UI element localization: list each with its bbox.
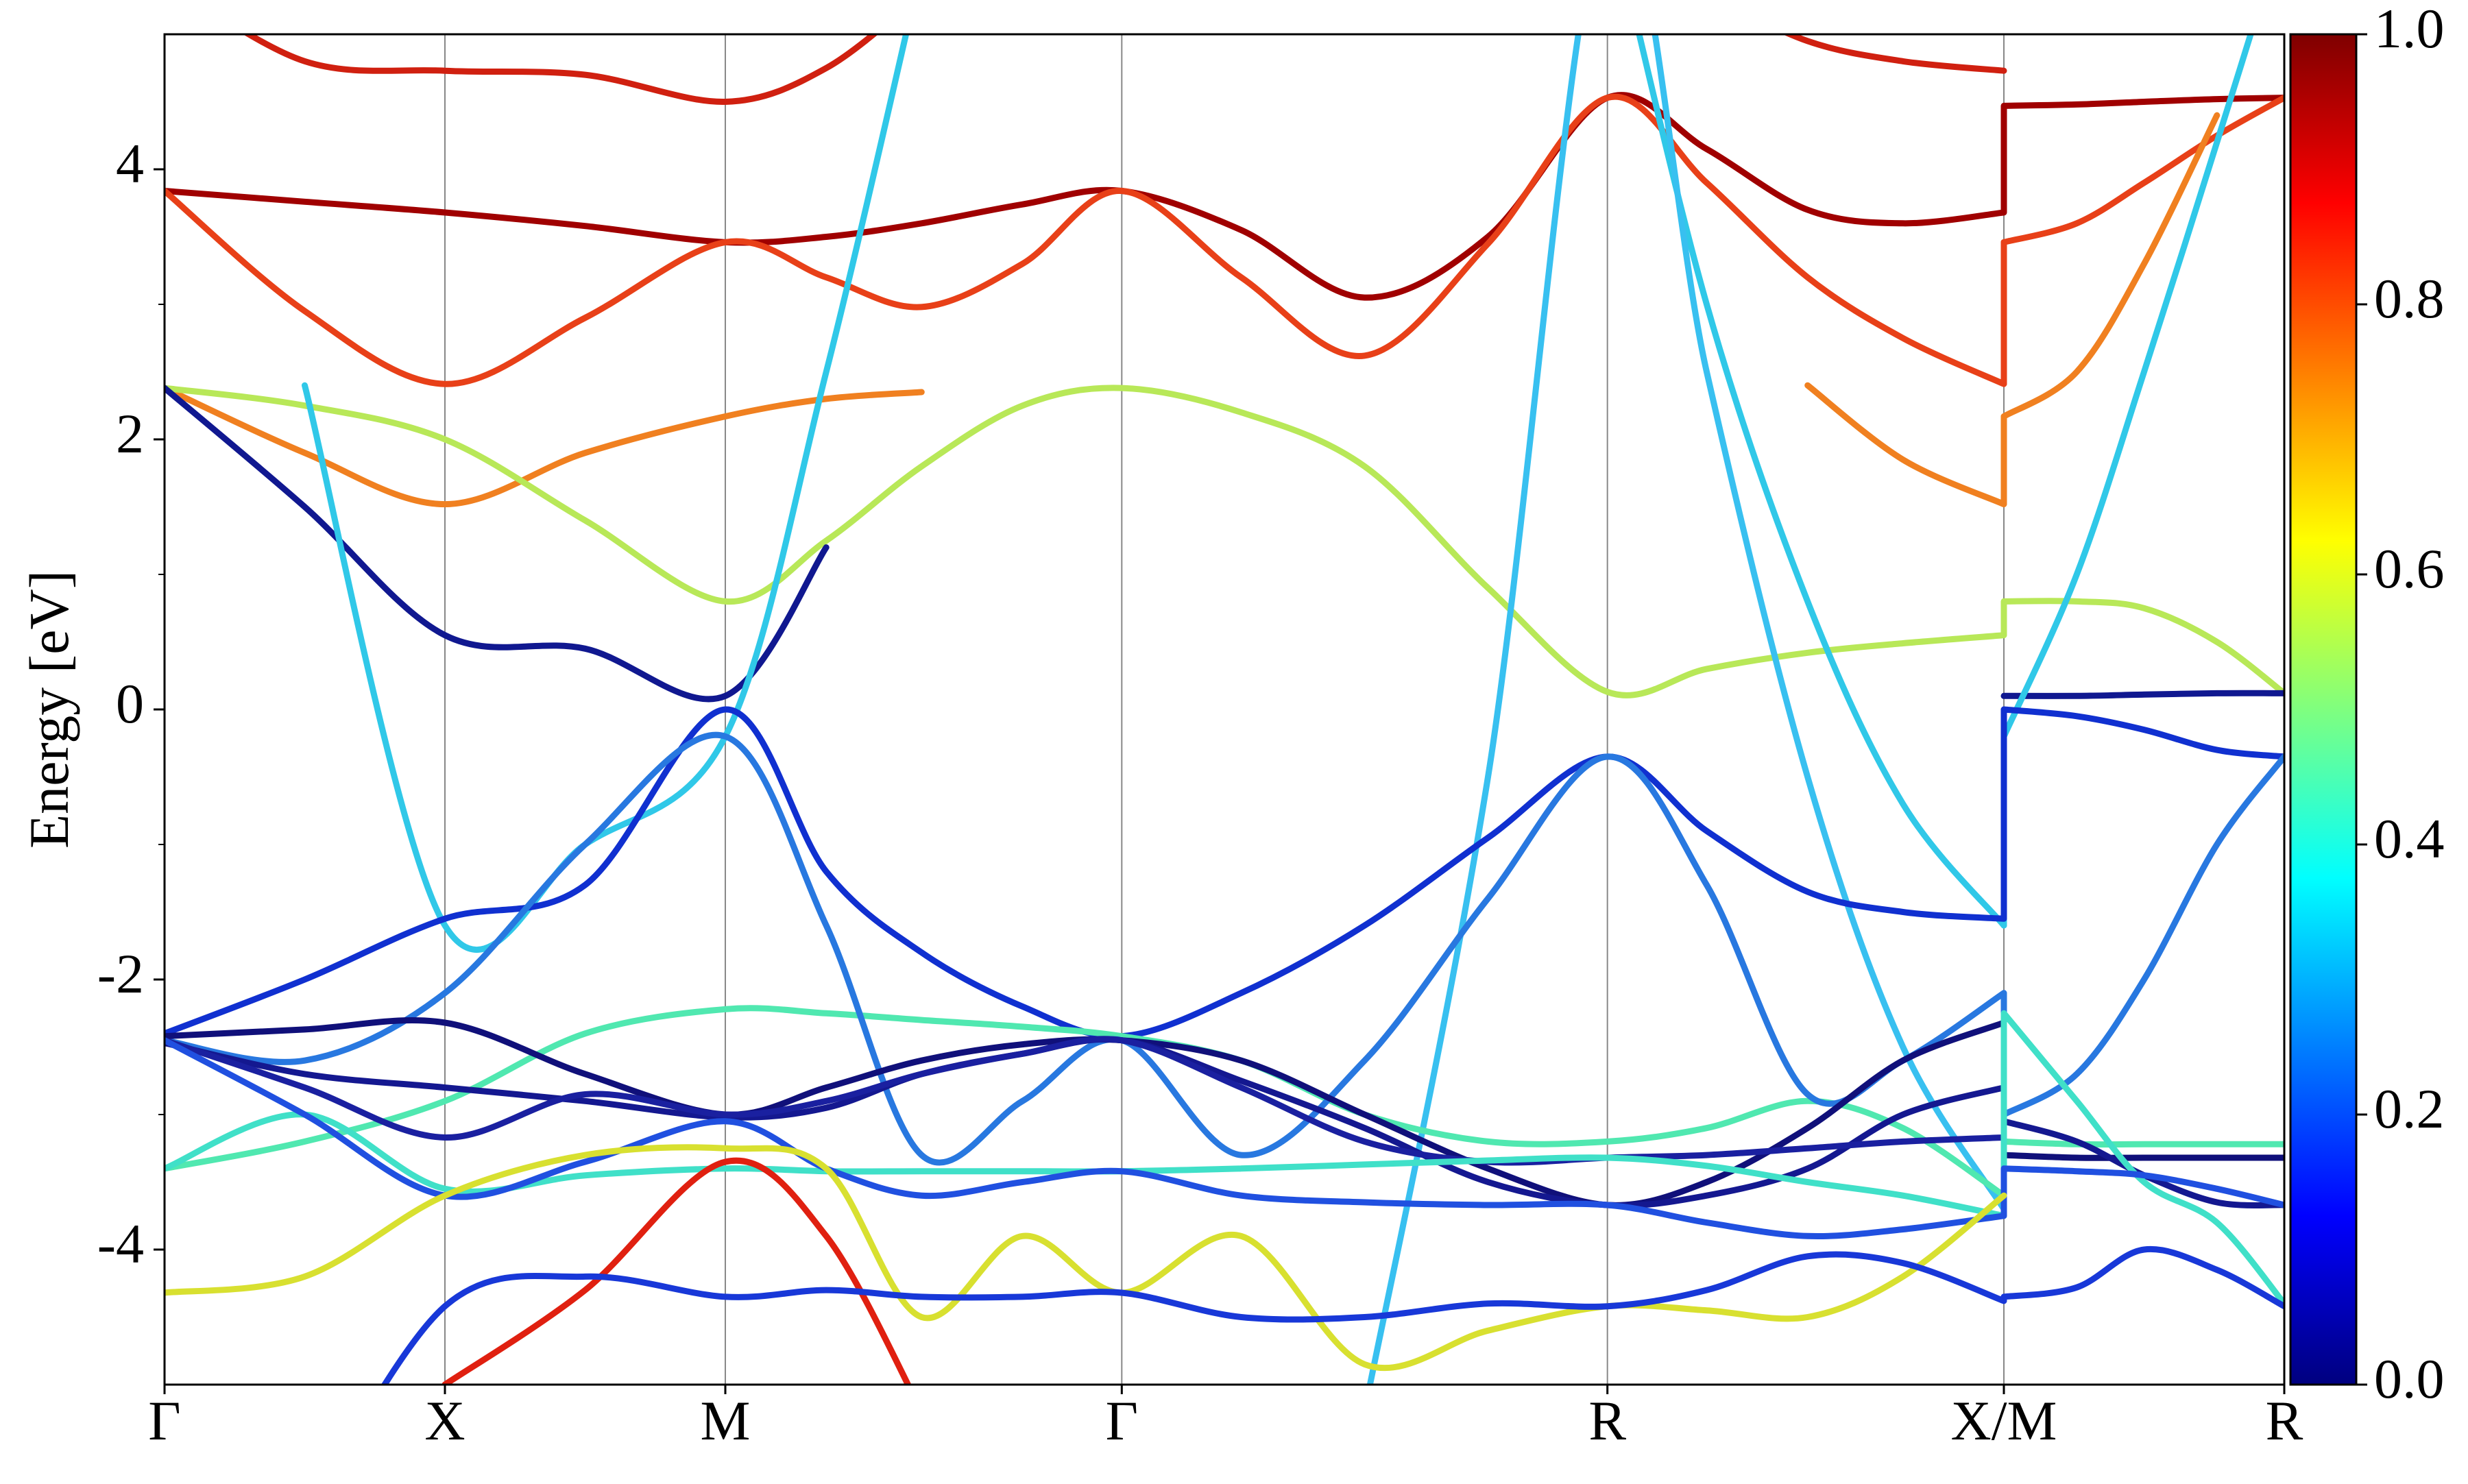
band-line	[165, 92, 2284, 301]
band-line	[165, 1036, 2007, 1166]
band-line	[165, 1144, 2007, 1372]
band-line	[165, 385, 2284, 703]
y-axis-label: Energy [eV]	[18, 570, 80, 849]
y-tick-label: -4	[97, 1213, 144, 1275]
band-line	[165, 385, 2284, 698]
band-line	[165, 1037, 2284, 1240]
x-tick-label: R	[1588, 1389, 1626, 1452]
x-tick-label: Γ	[1106, 1389, 1138, 1452]
y-tick-label: 4	[116, 132, 144, 195]
band-line	[165, 93, 2284, 387]
y-tick-label: -2	[97, 942, 144, 1005]
colorbar-tick-label: 0.4	[2374, 807, 2445, 870]
band-line	[302, 34, 2254, 953]
band-line	[380, 1245, 2284, 1385]
plot-frame	[163, 33, 2286, 1386]
y-tick-label: 0	[116, 672, 144, 735]
colorbar	[2289, 33, 2358, 1386]
band-line	[441, 1157, 912, 1385]
y-tick-label: 2	[116, 402, 144, 465]
colorbar-tick-label: 0.0	[2374, 1348, 2445, 1410]
bands	[165, 34, 2284, 1385]
colorbar-tick-label: 1.0	[2374, 0, 2445, 60]
colorbar-tick-label: 0.8	[2374, 267, 2445, 330]
colorbar-tick-label: 0.6	[2374, 537, 2445, 600]
band-line	[165, 112, 2221, 508]
x-tick-label: M	[701, 1389, 751, 1452]
band-line	[165, 706, 2284, 1040]
x-tick-label: Γ	[148, 1389, 180, 1452]
band-line	[165, 1010, 2284, 1307]
colorbar-tick-label: 0.2	[2374, 1078, 2445, 1140]
x-tick-label: R	[2266, 1389, 2303, 1452]
x-tick-label: X/M	[1951, 1389, 2057, 1452]
x-tick-label: X	[424, 1389, 465, 1452]
band-line	[243, 34, 2007, 106]
band-line	[165, 1017, 2284, 1208]
